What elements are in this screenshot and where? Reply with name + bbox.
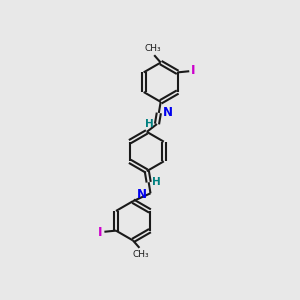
- Text: I: I: [98, 226, 103, 239]
- Text: CH₃: CH₃: [132, 250, 149, 259]
- Text: N: N: [137, 188, 147, 200]
- Text: CH₃: CH₃: [145, 44, 161, 53]
- Text: H: H: [152, 176, 161, 187]
- Text: H: H: [145, 119, 153, 130]
- Text: I: I: [191, 64, 195, 77]
- Text: N: N: [163, 106, 172, 119]
